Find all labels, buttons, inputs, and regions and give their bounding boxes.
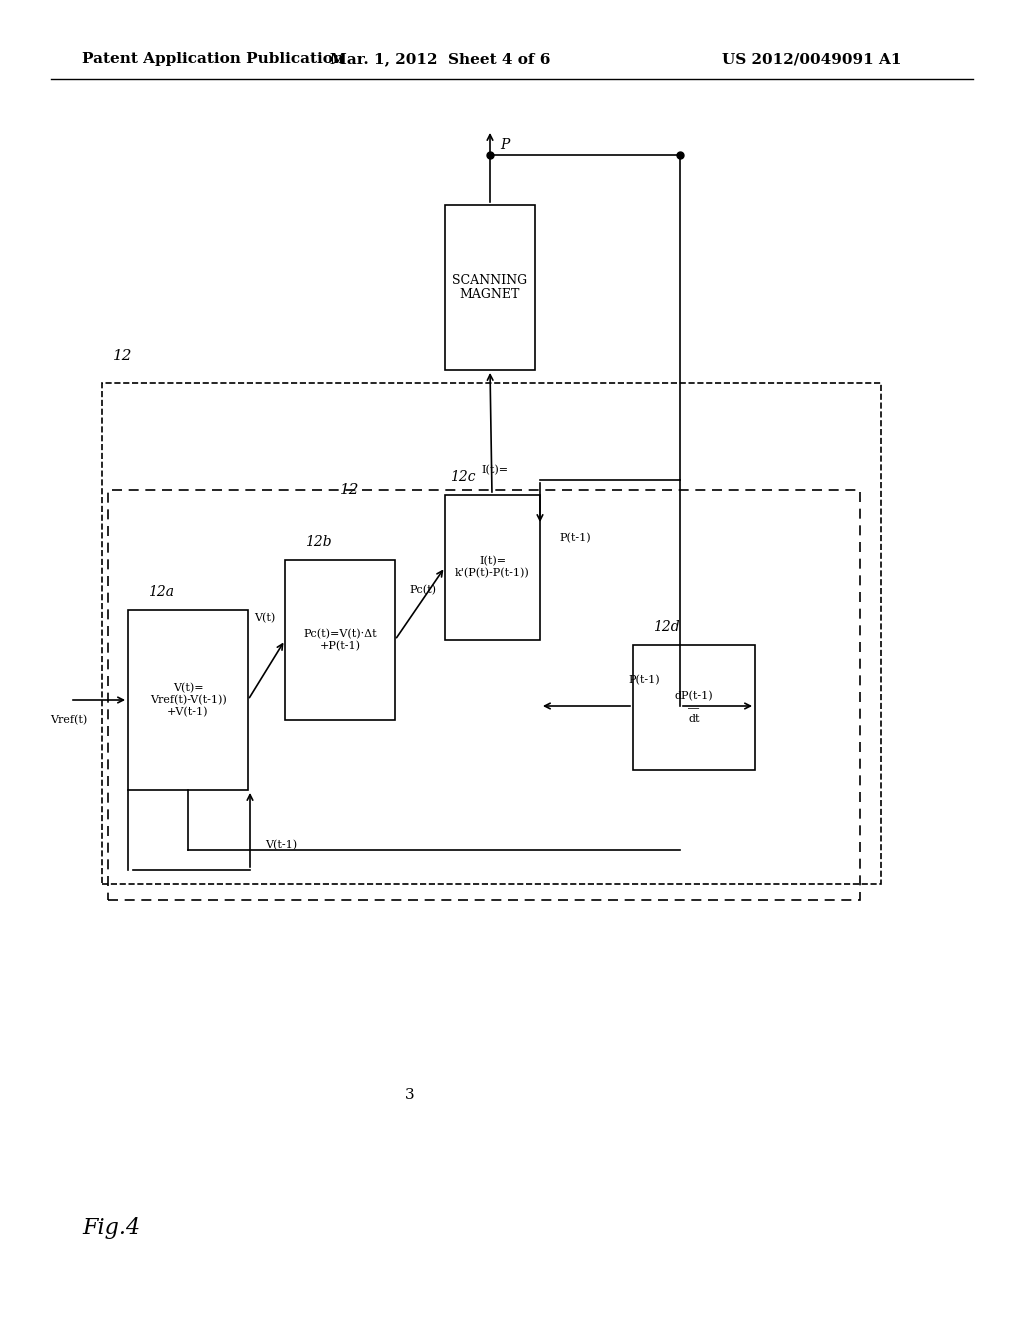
Text: I(t)=: I(t)=: [481, 465, 509, 475]
FancyBboxPatch shape: [445, 495, 540, 640]
Text: Fig.4: Fig.4: [82, 1217, 140, 1238]
Text: Patent Application Publication: Patent Application Publication: [82, 53, 344, 66]
FancyBboxPatch shape: [633, 645, 755, 770]
Text: US 2012/0049091 A1: US 2012/0049091 A1: [722, 53, 901, 66]
FancyBboxPatch shape: [285, 560, 395, 719]
Text: Pc(t): Pc(t): [410, 585, 436, 595]
Text: 12a: 12a: [148, 585, 174, 599]
Text: 12: 12: [340, 483, 359, 498]
Text: P: P: [500, 139, 509, 152]
FancyBboxPatch shape: [128, 610, 248, 789]
Text: P(t-1): P(t-1): [559, 533, 591, 543]
FancyBboxPatch shape: [445, 205, 535, 370]
Text: dP(t-1)
―
dt: dP(t-1) ― dt: [675, 690, 714, 725]
Text: V(t)=
Vref(t)-V(t-1))
+V(t-1): V(t)= Vref(t)-V(t-1)) +V(t-1): [150, 682, 226, 717]
Text: V(t): V(t): [254, 612, 275, 623]
Text: V(t-1): V(t-1): [265, 840, 297, 850]
Text: Pc(t)=V(t)·Δt
+P(t-1): Pc(t)=V(t)·Δt +P(t-1): [303, 628, 377, 651]
Text: 12d: 12d: [653, 620, 680, 634]
Text: 12b: 12b: [305, 535, 332, 549]
Text: P(t-1): P(t-1): [629, 675, 660, 685]
Text: Vref(t): Vref(t): [50, 715, 87, 725]
Text: 12c: 12c: [450, 470, 475, 484]
Text: SCANNING
MAGNET: SCANNING MAGNET: [453, 273, 527, 301]
Text: 3: 3: [406, 1088, 415, 1102]
Text: 12: 12: [113, 348, 132, 363]
Text: I(t)=
k'(P(t)-P(t-1)): I(t)= k'(P(t)-P(t-1)): [455, 556, 529, 578]
Text: Mar. 1, 2012  Sheet 4 of 6: Mar. 1, 2012 Sheet 4 of 6: [330, 53, 551, 66]
